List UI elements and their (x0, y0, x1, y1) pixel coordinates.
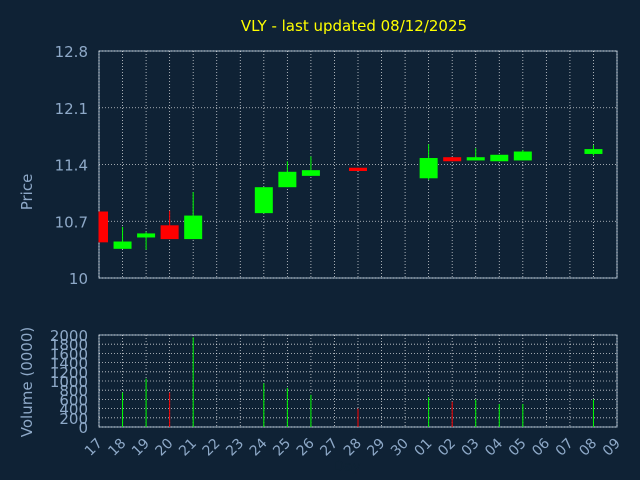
x-tick-label: 08 (576, 436, 600, 460)
volume-tick-label: 2000 (50, 327, 88, 345)
candle-body (137, 233, 156, 238)
x-tick-label: 19 (129, 436, 153, 460)
x-tick-label: 29 (364, 436, 388, 460)
candle-body (584, 149, 603, 154)
volume-tick-label: 1000 (50, 373, 88, 391)
x-tick-label: 04 (482, 435, 506, 459)
volume-tick-label: 1400 (50, 355, 88, 373)
x-tick-label: 06 (529, 435, 553, 459)
candle-body (349, 167, 367, 171)
volume-tick-label: 400 (59, 401, 88, 419)
x-tick-label: 26 (294, 435, 318, 459)
candle-body (419, 158, 438, 179)
x-tick-label: 27 (317, 436, 341, 460)
price-tick-label: 11.4 (55, 157, 88, 175)
volume-tick-label: 1600 (50, 345, 88, 363)
volume-tick-label: 800 (59, 382, 88, 400)
x-axis: 17 18 19 20 21 22 23 24 25 26 27 28 29 30 01 02 03 04 05 06… (82, 435, 624, 459)
volume-tick-label: 600 (59, 391, 88, 409)
candle-body (513, 151, 532, 161)
volume-tick-label: 0 (78, 419, 88, 437)
price-panel: 12.8 12.1 11.4 10.7 10 (55, 43, 618, 288)
chart-title: VLY - last updated 08/12/2025 (241, 17, 467, 35)
candle-body (278, 171, 297, 188)
x-tick-label: 01 (412, 436, 436, 460)
candle-body (160, 225, 179, 240)
x-tick-label: 22 (200, 436, 224, 460)
x-tick-label: 30 (388, 436, 412, 460)
price-tick-label: 12.1 (55, 100, 88, 118)
price-tick-label: 10.7 (55, 213, 88, 231)
x-tick-label: 28 (341, 436, 365, 460)
candle-body (113, 241, 132, 249)
volume-tick-label: 1200 (50, 364, 88, 382)
x-axis-label: Day (333, 459, 361, 475)
candle-body (443, 157, 462, 162)
price-tick-label: 10 (69, 270, 88, 288)
x-tick-label: 17 (82, 436, 106, 460)
x-tick-label: 05 (506, 436, 530, 460)
volume-axis-label: Volume (0000) (18, 327, 36, 437)
x-tick-label: 25 (270, 436, 294, 460)
price-axis-label: Price (18, 174, 36, 211)
x-tick-label: 02 (435, 436, 459, 460)
x-tick-label: 09 (600, 436, 624, 460)
candle-body (184, 215, 203, 240)
x-tick-label: 20 (153, 436, 177, 460)
candle-body (466, 157, 485, 161)
candle-body (254, 187, 273, 214)
volume-tick-label: 200 (59, 410, 88, 428)
price-tick-label: 12.8 (55, 43, 88, 61)
x-tick-label: 23 (223, 436, 247, 460)
x-tick-label: 18 (105, 436, 129, 460)
x-tick-label: 21 (176, 436, 200, 460)
volume-tick-label: 1800 (50, 336, 88, 354)
x-tick-label: 24 (247, 435, 271, 459)
x-tick-label: 07 (553, 436, 577, 460)
candle-body (99, 211, 108, 243)
candle-body (490, 154, 509, 162)
x-tick-label: 03 (459, 436, 483, 460)
candle-body (301, 170, 320, 176)
